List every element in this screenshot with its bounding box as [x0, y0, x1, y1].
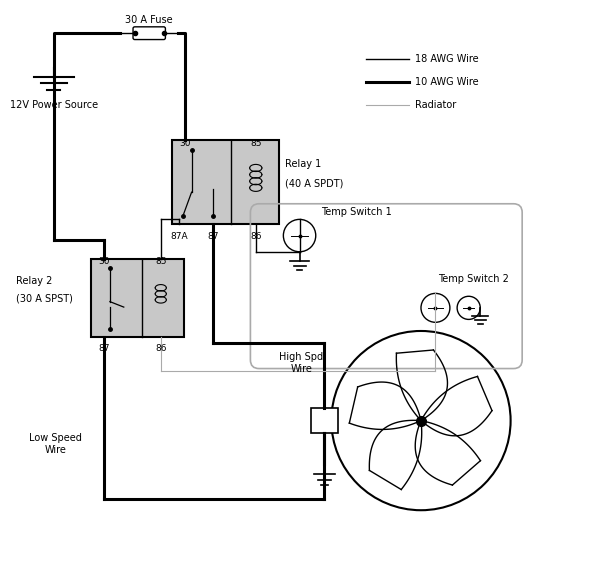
Text: 86: 86 [155, 344, 166, 353]
Text: Radiator: Radiator [415, 101, 457, 110]
Text: 18 AWG Wire: 18 AWG Wire [415, 54, 479, 64]
Text: High Spd
Wire: High Spd Wire [279, 352, 323, 374]
Text: Relay 1: Relay 1 [285, 159, 322, 169]
Text: Temp Switch 2: Temp Switch 2 [438, 274, 509, 284]
Text: 12V Power Source: 12V Power Source [10, 101, 98, 110]
Text: (40 A SPDT): (40 A SPDT) [285, 178, 343, 188]
Circle shape [283, 220, 316, 252]
Text: 10 AWG Wire: 10 AWG Wire [415, 77, 479, 87]
Text: Low Speed
Wire: Low Speed Wire [29, 433, 81, 454]
FancyBboxPatch shape [172, 140, 279, 224]
FancyBboxPatch shape [311, 408, 337, 433]
Text: 87: 87 [99, 344, 110, 353]
Text: 30: 30 [179, 139, 191, 148]
Text: 86: 86 [250, 232, 261, 241]
Text: (30 A SPST): (30 A SPST) [17, 293, 73, 304]
Text: Temp Switch 1: Temp Switch 1 [322, 207, 392, 217]
Circle shape [421, 293, 450, 322]
Text: 30: 30 [99, 257, 110, 266]
FancyBboxPatch shape [91, 259, 184, 337]
Text: 87A: 87A [170, 232, 188, 241]
Circle shape [457, 296, 480, 320]
Text: Relay 2: Relay 2 [17, 275, 53, 286]
Text: 85: 85 [250, 139, 261, 148]
Circle shape [332, 331, 510, 510]
Text: 30 A Fuse: 30 A Fuse [126, 15, 173, 25]
Text: 87: 87 [207, 232, 219, 241]
FancyBboxPatch shape [133, 27, 165, 40]
Text: 85: 85 [155, 257, 166, 266]
